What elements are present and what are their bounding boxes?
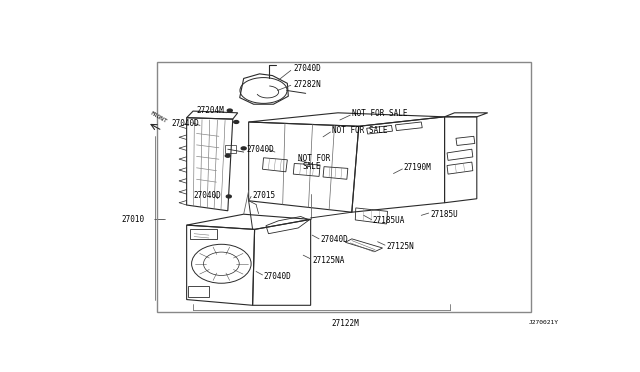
Circle shape — [234, 121, 239, 124]
Circle shape — [227, 195, 231, 198]
Text: 27125N: 27125N — [387, 242, 414, 251]
Bar — [188, 286, 209, 297]
Text: 27040D: 27040D — [246, 145, 275, 154]
Text: 27015: 27015 — [253, 191, 276, 200]
Text: 27190M: 27190M — [403, 163, 431, 172]
Text: 27125NA: 27125NA — [312, 256, 344, 264]
Text: 27282N: 27282N — [293, 80, 321, 89]
Bar — [190, 228, 218, 240]
Text: 27040D: 27040D — [293, 64, 321, 73]
Text: 27040D: 27040D — [193, 191, 221, 200]
Text: FRONT: FRONT — [149, 110, 168, 124]
Text: NOT FOR: NOT FOR — [298, 154, 331, 163]
Circle shape — [241, 147, 246, 150]
Text: NOT FOR SALE: NOT FOR SALE — [352, 109, 407, 118]
Text: NOT FOR SALE: NOT FOR SALE — [332, 126, 387, 135]
Text: 27185U: 27185U — [430, 210, 458, 219]
Bar — [157, 62, 531, 312]
Text: J270021Y: J270021Y — [529, 320, 559, 325]
Text: 27204M: 27204M — [196, 106, 224, 115]
Text: 27122M: 27122M — [332, 319, 359, 328]
Text: SALE: SALE — [303, 161, 321, 171]
Circle shape — [227, 109, 232, 112]
Text: 27040D: 27040D — [172, 119, 199, 128]
Text: 27040D: 27040D — [320, 235, 348, 244]
Text: 27040D: 27040D — [264, 272, 291, 280]
Circle shape — [225, 154, 230, 157]
Text: 27185UA: 27185UA — [372, 216, 405, 225]
Text: 27010: 27010 — [122, 215, 145, 224]
Bar — [225, 145, 236, 154]
